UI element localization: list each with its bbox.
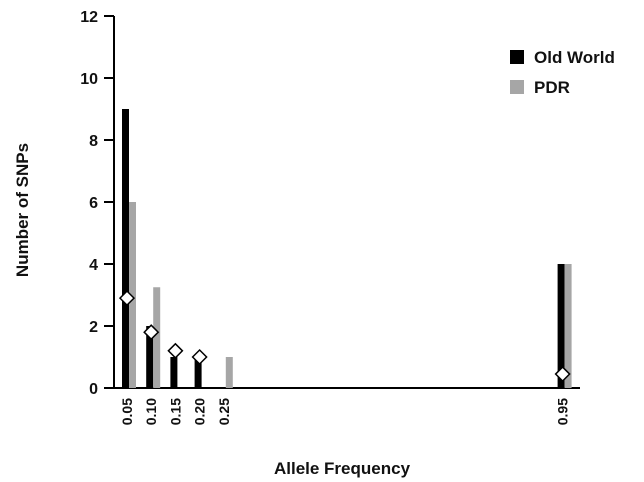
y-tick-label: 4 [89, 257, 98, 274]
x-tick-label: 0.95 [555, 398, 571, 425]
x-tick-label: 0.25 [216, 398, 232, 425]
y-tick-label: 8 [89, 133, 98, 150]
bar-pdr-0.10 [153, 287, 161, 388]
bar-old-world-0.15 [170, 357, 178, 388]
x-tick-label: 0.10 [143, 398, 159, 425]
markers [118, 290, 571, 383]
bar-pdr-0.25 [225, 357, 233, 388]
marker-diamond-0.20 [191, 348, 208, 366]
x-tick-label: 0.05 [119, 398, 135, 425]
y-tick-label: 10 [80, 71, 98, 88]
legend: Old World PDR [510, 48, 615, 97]
bars [122, 109, 572, 388]
marker-diamond-0.05 [118, 290, 136, 307]
marker-diamond-0.95 [554, 365, 571, 383]
bar-old-world-0.20 [194, 357, 202, 388]
y-tick-label: 6 [89, 195, 98, 212]
y-ticks: 0 2 4 6 8 10 12 [80, 9, 114, 398]
bar-pdr-0.95 [564, 264, 572, 388]
x-tick-label: 0.20 [192, 398, 208, 425]
y-tick-label: 12 [80, 9, 98, 26]
bar-old-world-0.10 [146, 326, 154, 388]
legend-label: Old World [534, 48, 615, 67]
y-tick-label: 0 [89, 381, 98, 398]
marker-diamond-0.10 [143, 324, 160, 341]
bar-old-world-0.05 [122, 109, 129, 388]
axes [113, 16, 580, 389]
x-ticks: 0.05 0.10 0.15 0.20 0.25 0.95 [119, 398, 571, 425]
y-axis-label: Number of SNPs [13, 143, 32, 277]
bar-pdr-0.05 [129, 202, 136, 388]
y-tick-label: 2 [89, 319, 98, 336]
marker-diamond-0.15 [167, 342, 184, 359]
legend-swatch-pdr [510, 80, 524, 94]
x-axis-label: Allele Frequency [274, 459, 411, 478]
legend-swatch-old-world [510, 50, 524, 64]
bar-old-world-0.95 [557, 264, 565, 388]
legend-label: PDR [534, 78, 570, 97]
x-tick-label: 0.15 [167, 398, 183, 425]
